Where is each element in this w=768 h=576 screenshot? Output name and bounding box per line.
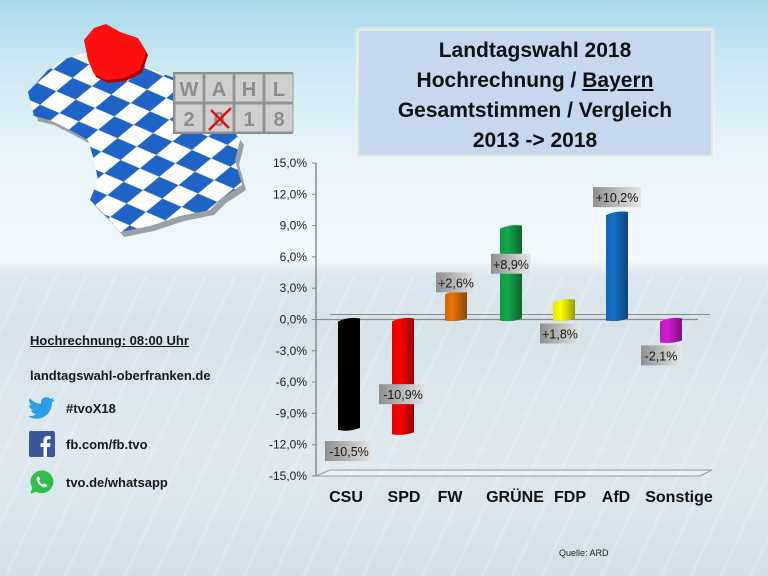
category-label: FW bbox=[438, 489, 464, 506]
y-tick-label: 15,0% bbox=[273, 156, 307, 170]
title-line-4: 2013 -> 2018 bbox=[472, 129, 598, 152]
y-tick-label: -15,0% bbox=[269, 469, 307, 483]
bar-fw bbox=[445, 290, 467, 322]
cube bbox=[264, 73, 294, 103]
cube bbox=[264, 103, 294, 133]
category-label: Sonstige bbox=[645, 489, 713, 506]
y-tick-label: 0,0% bbox=[280, 313, 308, 327]
facebook-icon bbox=[28, 430, 56, 458]
data-label-bg bbox=[379, 384, 427, 405]
bar-spd bbox=[392, 317, 414, 435]
cube-letter: H bbox=[242, 79, 256, 101]
category-label: CSU bbox=[329, 489, 363, 506]
twitter-row[interactable]: #tvoX18 bbox=[28, 394, 116, 422]
y-tick-label: -3,0% bbox=[276, 344, 308, 358]
projection-time: Hochrechnung: 08:00 Uhr bbox=[30, 333, 189, 348]
data-label-bg bbox=[491, 253, 531, 274]
cube bbox=[174, 103, 204, 133]
bar-csu bbox=[338, 317, 360, 431]
chart-title-box: Landtagswahl 2018 Hochrechnung / Bayern … bbox=[357, 29, 713, 157]
category-label: AfD bbox=[602, 489, 630, 506]
wahl-2018-cubes-icon: W A H L2 0 1 8 bbox=[173, 72, 294, 134]
data-label: -10,9% bbox=[383, 388, 423, 402]
category-label: FDP bbox=[554, 489, 586, 506]
data-label-bg bbox=[436, 272, 476, 293]
facebook-row[interactable]: fb.com/fb.tvo bbox=[28, 430, 148, 458]
cube-letter: A bbox=[212, 79, 226, 101]
y-tick-label: 9,0% bbox=[280, 219, 308, 233]
chart-floor bbox=[315, 469, 713, 477]
facebook-link: fb.com/fb.tvo bbox=[66, 436, 148, 452]
cube-letter: 2 bbox=[183, 109, 194, 131]
cube bbox=[234, 103, 264, 133]
source-note: Quelle: ARD bbox=[559, 548, 609, 558]
y-tick-label: 3,0% bbox=[280, 281, 308, 295]
bar-fdp bbox=[553, 299, 575, 322]
bavaria-map-logo: W A H L2 0 1 8 bbox=[28, 24, 294, 237]
y-tick-label: 6,0% bbox=[280, 250, 308, 264]
cube-letter: 8 bbox=[273, 109, 284, 131]
y-tick-label: -6,0% bbox=[276, 375, 308, 389]
data-label: +1,8% bbox=[542, 328, 578, 342]
title-line-2: Hochrechnung / Bayern bbox=[416, 69, 654, 92]
cube bbox=[174, 73, 204, 103]
ballot-cross-icon bbox=[208, 107, 232, 131]
data-label: +2,6% bbox=[438, 276, 474, 290]
twitter-icon bbox=[28, 394, 56, 422]
y-tick-label: -9,0% bbox=[276, 406, 308, 420]
cube-letter: 1 bbox=[243, 109, 254, 131]
whatsapp-link: tvo.de/whatsapp bbox=[66, 474, 168, 490]
cube bbox=[204, 73, 234, 103]
y-tick-label: 12,0% bbox=[273, 187, 307, 201]
cube-letter: W bbox=[180, 79, 199, 101]
y-tick-label: -12,0% bbox=[269, 438, 307, 452]
data-label: -2,1% bbox=[645, 349, 678, 363]
cube bbox=[234, 73, 264, 103]
category-label: SPD bbox=[388, 489, 421, 506]
category-label: GRÜNE bbox=[486, 487, 544, 506]
title-line-1: Landtagswahl 2018 bbox=[438, 39, 632, 62]
data-label-bg bbox=[540, 323, 580, 344]
bar-afd bbox=[606, 211, 628, 322]
bar-sonstige bbox=[660, 317, 682, 344]
data-label-bg bbox=[641, 345, 681, 366]
data-label: +10,2% bbox=[596, 191, 639, 205]
title-region: Bayern bbox=[582, 69, 654, 92]
data-label: +8,9% bbox=[493, 258, 529, 272]
title-line-3: Gesamtstimmen / Vergleich bbox=[397, 99, 673, 122]
cube-letter: L bbox=[273, 79, 285, 101]
twitter-handle: #tvoX18 bbox=[66, 400, 116, 416]
data-label: -10,5% bbox=[329, 445, 369, 459]
whatsapp-icon bbox=[28, 468, 56, 496]
data-label-bg bbox=[325, 441, 373, 462]
website-link[interactable]: landtagswahl-oberfranken.de bbox=[30, 368, 211, 383]
whatsapp-row[interactable]: tvo.de/whatsapp bbox=[28, 468, 168, 496]
data-label-bg bbox=[593, 187, 641, 208]
